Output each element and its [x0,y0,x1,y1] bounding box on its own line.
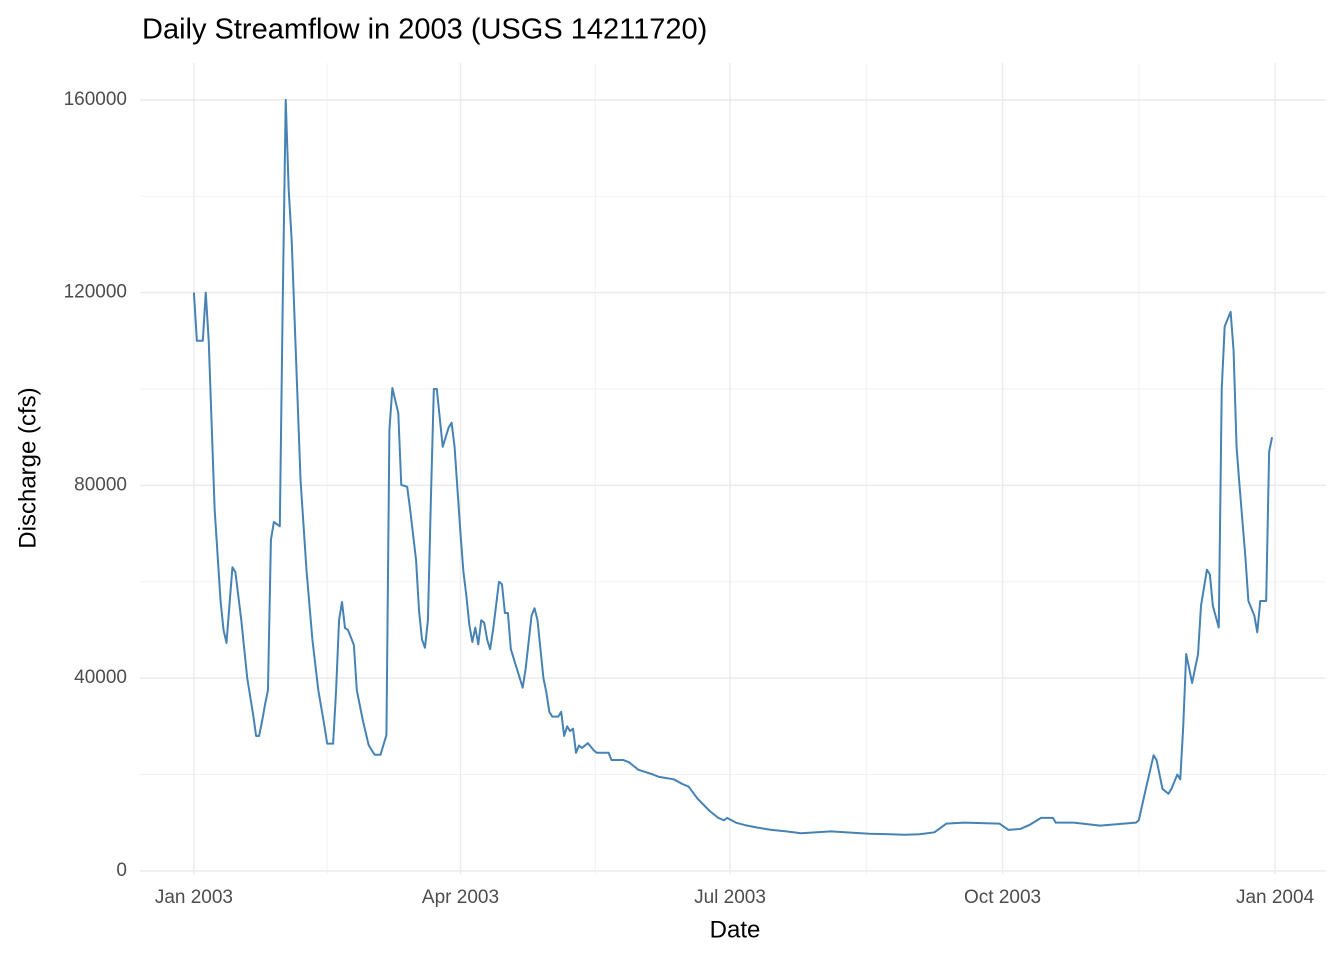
data-line [192,98,1274,836]
x-tick-label: Jan 2004 [1236,887,1315,908]
chart-title: Daily Streamflow in 2003 (USGS 14211720) [142,14,707,46]
x-axis-title: Date [710,916,761,943]
x-tick-label: Jul 2003 [694,887,766,908]
y-tick-label: 160000 [64,89,127,110]
x-tick-label: Jan 2003 [155,887,233,908]
x-tick-label: Apr 2003 [422,887,499,908]
y-tick-label: 0 [116,860,127,881]
y-tick-label: 120000 [64,282,127,303]
y-tick-label: 80000 [74,474,127,495]
y-axis-title: Discharge (cfs) [14,387,41,548]
x-tick-label: Oct 2003 [964,887,1041,908]
y-tick-label: 40000 [74,667,127,688]
